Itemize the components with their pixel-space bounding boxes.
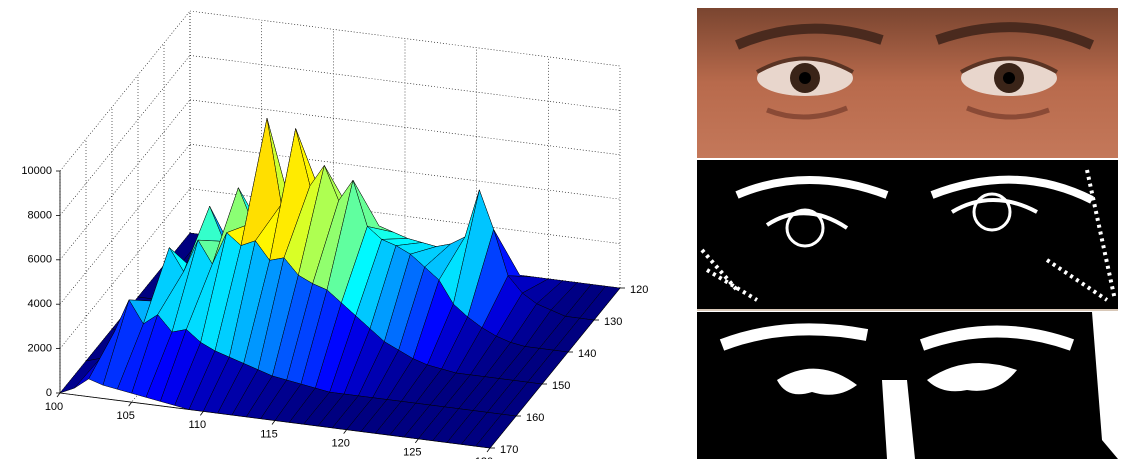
x-tick-label: 115 bbox=[260, 428, 278, 440]
z-tick-label: 8000 bbox=[28, 209, 52, 221]
y-tick-label: 140 bbox=[578, 348, 596, 360]
y-tick-label: 170 bbox=[500, 444, 518, 456]
x-tick-label: 100 bbox=[45, 401, 63, 413]
tick-mark bbox=[486, 447, 491, 453]
y-tick-label: 130 bbox=[604, 316, 622, 328]
grid-line bbox=[59, 10, 191, 172]
y-tick-label: 160 bbox=[526, 412, 544, 424]
x-tick-label: 110 bbox=[189, 419, 207, 431]
tick-mark bbox=[56, 392, 61, 398]
tick-mark bbox=[343, 429, 347, 434]
binary-mask-coarse bbox=[697, 312, 1118, 459]
z-tick-label: 6000 bbox=[28, 254, 52, 266]
tick-mark bbox=[128, 401, 132, 407]
x-tick-label: 120 bbox=[331, 438, 349, 450]
surface-chart: 100 105 110 115 120 125 130 120 130 140 150 160 170 0… bbox=[21, 10, 648, 459]
face-photo bbox=[697, 8, 1118, 158]
y-tick-label: 120 bbox=[630, 284, 648, 296]
grid-line bbox=[59, 99, 191, 260]
tick-mark bbox=[415, 438, 419, 444]
grid-line bbox=[59, 55, 191, 216]
grid-line bbox=[189, 10, 621, 67]
x-tick-label: 105 bbox=[116, 410, 134, 422]
grid-line bbox=[59, 188, 191, 349]
binary-mask-fine bbox=[697, 160, 1118, 311]
grid-line bbox=[59, 144, 191, 305]
z-tick-label: 10000 bbox=[21, 165, 52, 177]
y-tick-label: 150 bbox=[552, 380, 570, 392]
tick-mark bbox=[271, 420, 276, 425]
x-tick-label: 125 bbox=[403, 447, 421, 459]
image-panels bbox=[697, 8, 1118, 459]
tick-mark bbox=[200, 411, 204, 416]
z-tick-label: 4000 bbox=[28, 298, 52, 310]
x-tick-label: 130 bbox=[475, 456, 493, 459]
grid-line bbox=[189, 99, 621, 156]
z-tick-label: 0 bbox=[46, 387, 52, 399]
z-tick-label: 2000 bbox=[28, 343, 52, 355]
